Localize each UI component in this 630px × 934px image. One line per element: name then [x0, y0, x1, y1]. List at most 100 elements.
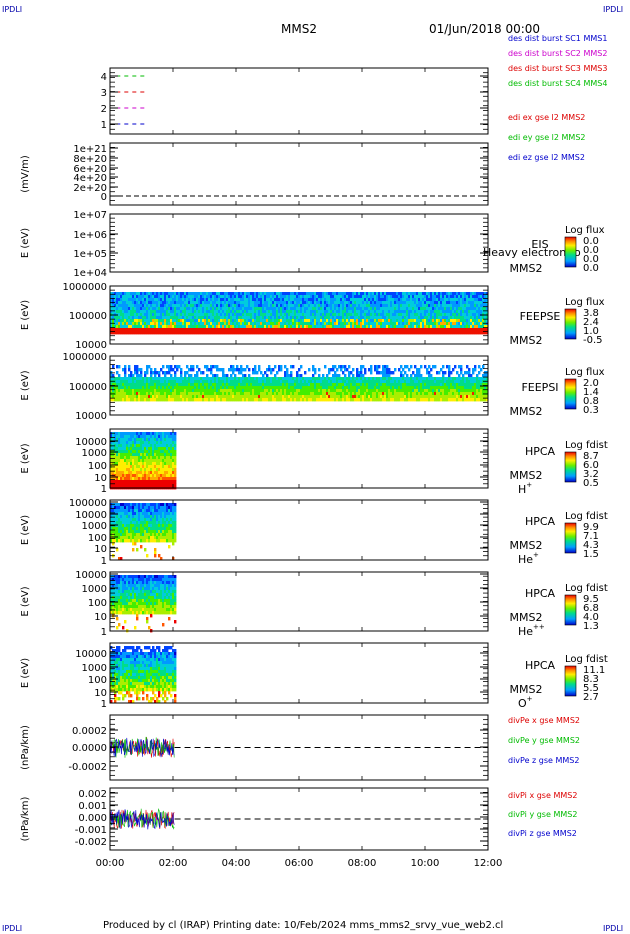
feeps-e-cell — [258, 331, 261, 335]
feeps-i-cell — [452, 392, 455, 396]
feeps-e-cell — [180, 298, 183, 302]
feeps-i-cell — [190, 386, 193, 390]
feeps-e-cell — [470, 316, 473, 320]
feeps-i-cell — [120, 377, 123, 381]
feeps-e-cell — [320, 331, 323, 335]
feeps-i-cell — [382, 380, 385, 384]
feeps-e-cell — [486, 328, 489, 332]
feeps-e-cell — [436, 316, 439, 320]
feeps-i-cell — [428, 392, 431, 396]
feeps-i-cell — [268, 398, 271, 402]
feeps-e-cell — [182, 307, 185, 311]
feeps-i-cell — [246, 398, 249, 402]
feeps-e-cell — [434, 319, 437, 323]
feeps-e-cell — [364, 301, 367, 305]
feeps-i-cell — [438, 392, 441, 396]
feeps-e-cell — [356, 307, 359, 311]
feeps-e-cell — [434, 328, 437, 332]
feeps-i-cell — [220, 383, 223, 387]
feeps-e-cell — [300, 319, 303, 323]
feeps-i-cell — [186, 365, 189, 369]
feeps-e-cell — [272, 322, 275, 326]
feeps-i-cell — [406, 398, 409, 402]
feeps-e-cell — [326, 328, 329, 332]
feeps-e-cell — [480, 295, 483, 299]
feeps-e-cell — [384, 328, 387, 332]
feeps-i-cell — [368, 368, 371, 372]
feeps-e-cell — [124, 322, 127, 326]
feeps-e-cell — [426, 304, 429, 308]
feeps-i-cell — [298, 392, 301, 396]
feeps-i-cell — [266, 368, 269, 372]
feeps-i-cell — [376, 380, 379, 384]
feeps-e-cell — [414, 322, 417, 326]
feeps-i-cell — [428, 389, 431, 393]
feeps-e-cell — [150, 310, 153, 314]
feeps-e-cell — [472, 310, 475, 314]
feeps-e-cell — [114, 319, 117, 323]
feeps-i-cell — [274, 392, 277, 396]
feeps-i-cell — [340, 377, 343, 381]
feeps-e-cell — [354, 292, 357, 296]
feeps-i-cell — [370, 386, 373, 390]
feeps-e-cell — [208, 316, 211, 320]
feeps-i-cell — [214, 392, 217, 396]
feeps-e-cell — [436, 301, 439, 305]
feeps-e-cell — [174, 322, 177, 326]
feeps-e-cell — [250, 298, 253, 302]
feeps-e-cell — [450, 301, 453, 305]
feeps-i-cell — [144, 374, 147, 378]
feeps-i-cell — [222, 386, 225, 390]
feeps-i-cell — [458, 389, 461, 393]
feeps-i-cell — [338, 374, 341, 378]
feeps-e-cell — [316, 331, 319, 335]
feeps-e-cell — [420, 325, 423, 329]
feeps-i-cell — [334, 389, 337, 393]
feeps-i-cell — [482, 380, 485, 384]
feeps-i-cell — [138, 392, 141, 396]
feeps-e-cell — [276, 292, 279, 296]
feeps-i-cell — [206, 386, 209, 390]
des-dist-ytick-label: 4 — [101, 72, 107, 83]
feeps-i-cell — [432, 392, 435, 396]
feeps-i-cell — [170, 380, 173, 384]
feeps-i-cell — [176, 380, 179, 384]
feeps-e-cell — [112, 307, 115, 311]
feeps-e-cell — [238, 298, 241, 302]
feeps-i-cell — [478, 389, 481, 393]
feeps-e-cell — [456, 295, 459, 299]
feeps-e-cell — [354, 331, 357, 335]
feeps-i-cell — [276, 395, 279, 399]
feeps-e-cell — [228, 319, 231, 323]
feeps-i-cell — [118, 365, 121, 369]
feeps-i-cell — [416, 389, 419, 393]
feeps-e-cell — [170, 313, 173, 317]
feeps-e-cell — [234, 295, 237, 299]
feeps-i-cell — [290, 383, 293, 387]
feeps-e-cell — [212, 319, 215, 323]
feeps-e-cell — [248, 301, 251, 305]
feeps-e-cell — [214, 307, 217, 311]
feeps-e-cell — [204, 331, 207, 335]
eis-colorbar-label: 0.0 — [583, 254, 599, 265]
feeps-e-cell — [466, 304, 469, 308]
feeps-e-cell — [308, 307, 311, 311]
feeps-e-cell — [158, 310, 161, 314]
feeps-i-cell — [218, 368, 221, 372]
feeps-e-cell — [438, 322, 441, 326]
feeps-e-cell — [320, 328, 323, 332]
feeps-e-cell — [122, 295, 125, 299]
feeps-i-cell — [222, 392, 225, 396]
feeps-i-cell — [378, 398, 381, 402]
feeps-i-cell — [440, 383, 443, 387]
feeps-i-cell — [374, 365, 377, 369]
feeps-e-cell — [378, 328, 381, 332]
feeps-e-cell — [202, 316, 205, 320]
feeps-e-cell — [122, 307, 125, 311]
feeps-e-cell — [420, 322, 423, 326]
feeps-i-cell — [472, 383, 475, 387]
eis-frame — [109, 213, 489, 273]
feeps-e-cell — [174, 319, 177, 323]
feeps-e-cell — [234, 301, 237, 305]
feeps-i-cell — [124, 377, 127, 381]
